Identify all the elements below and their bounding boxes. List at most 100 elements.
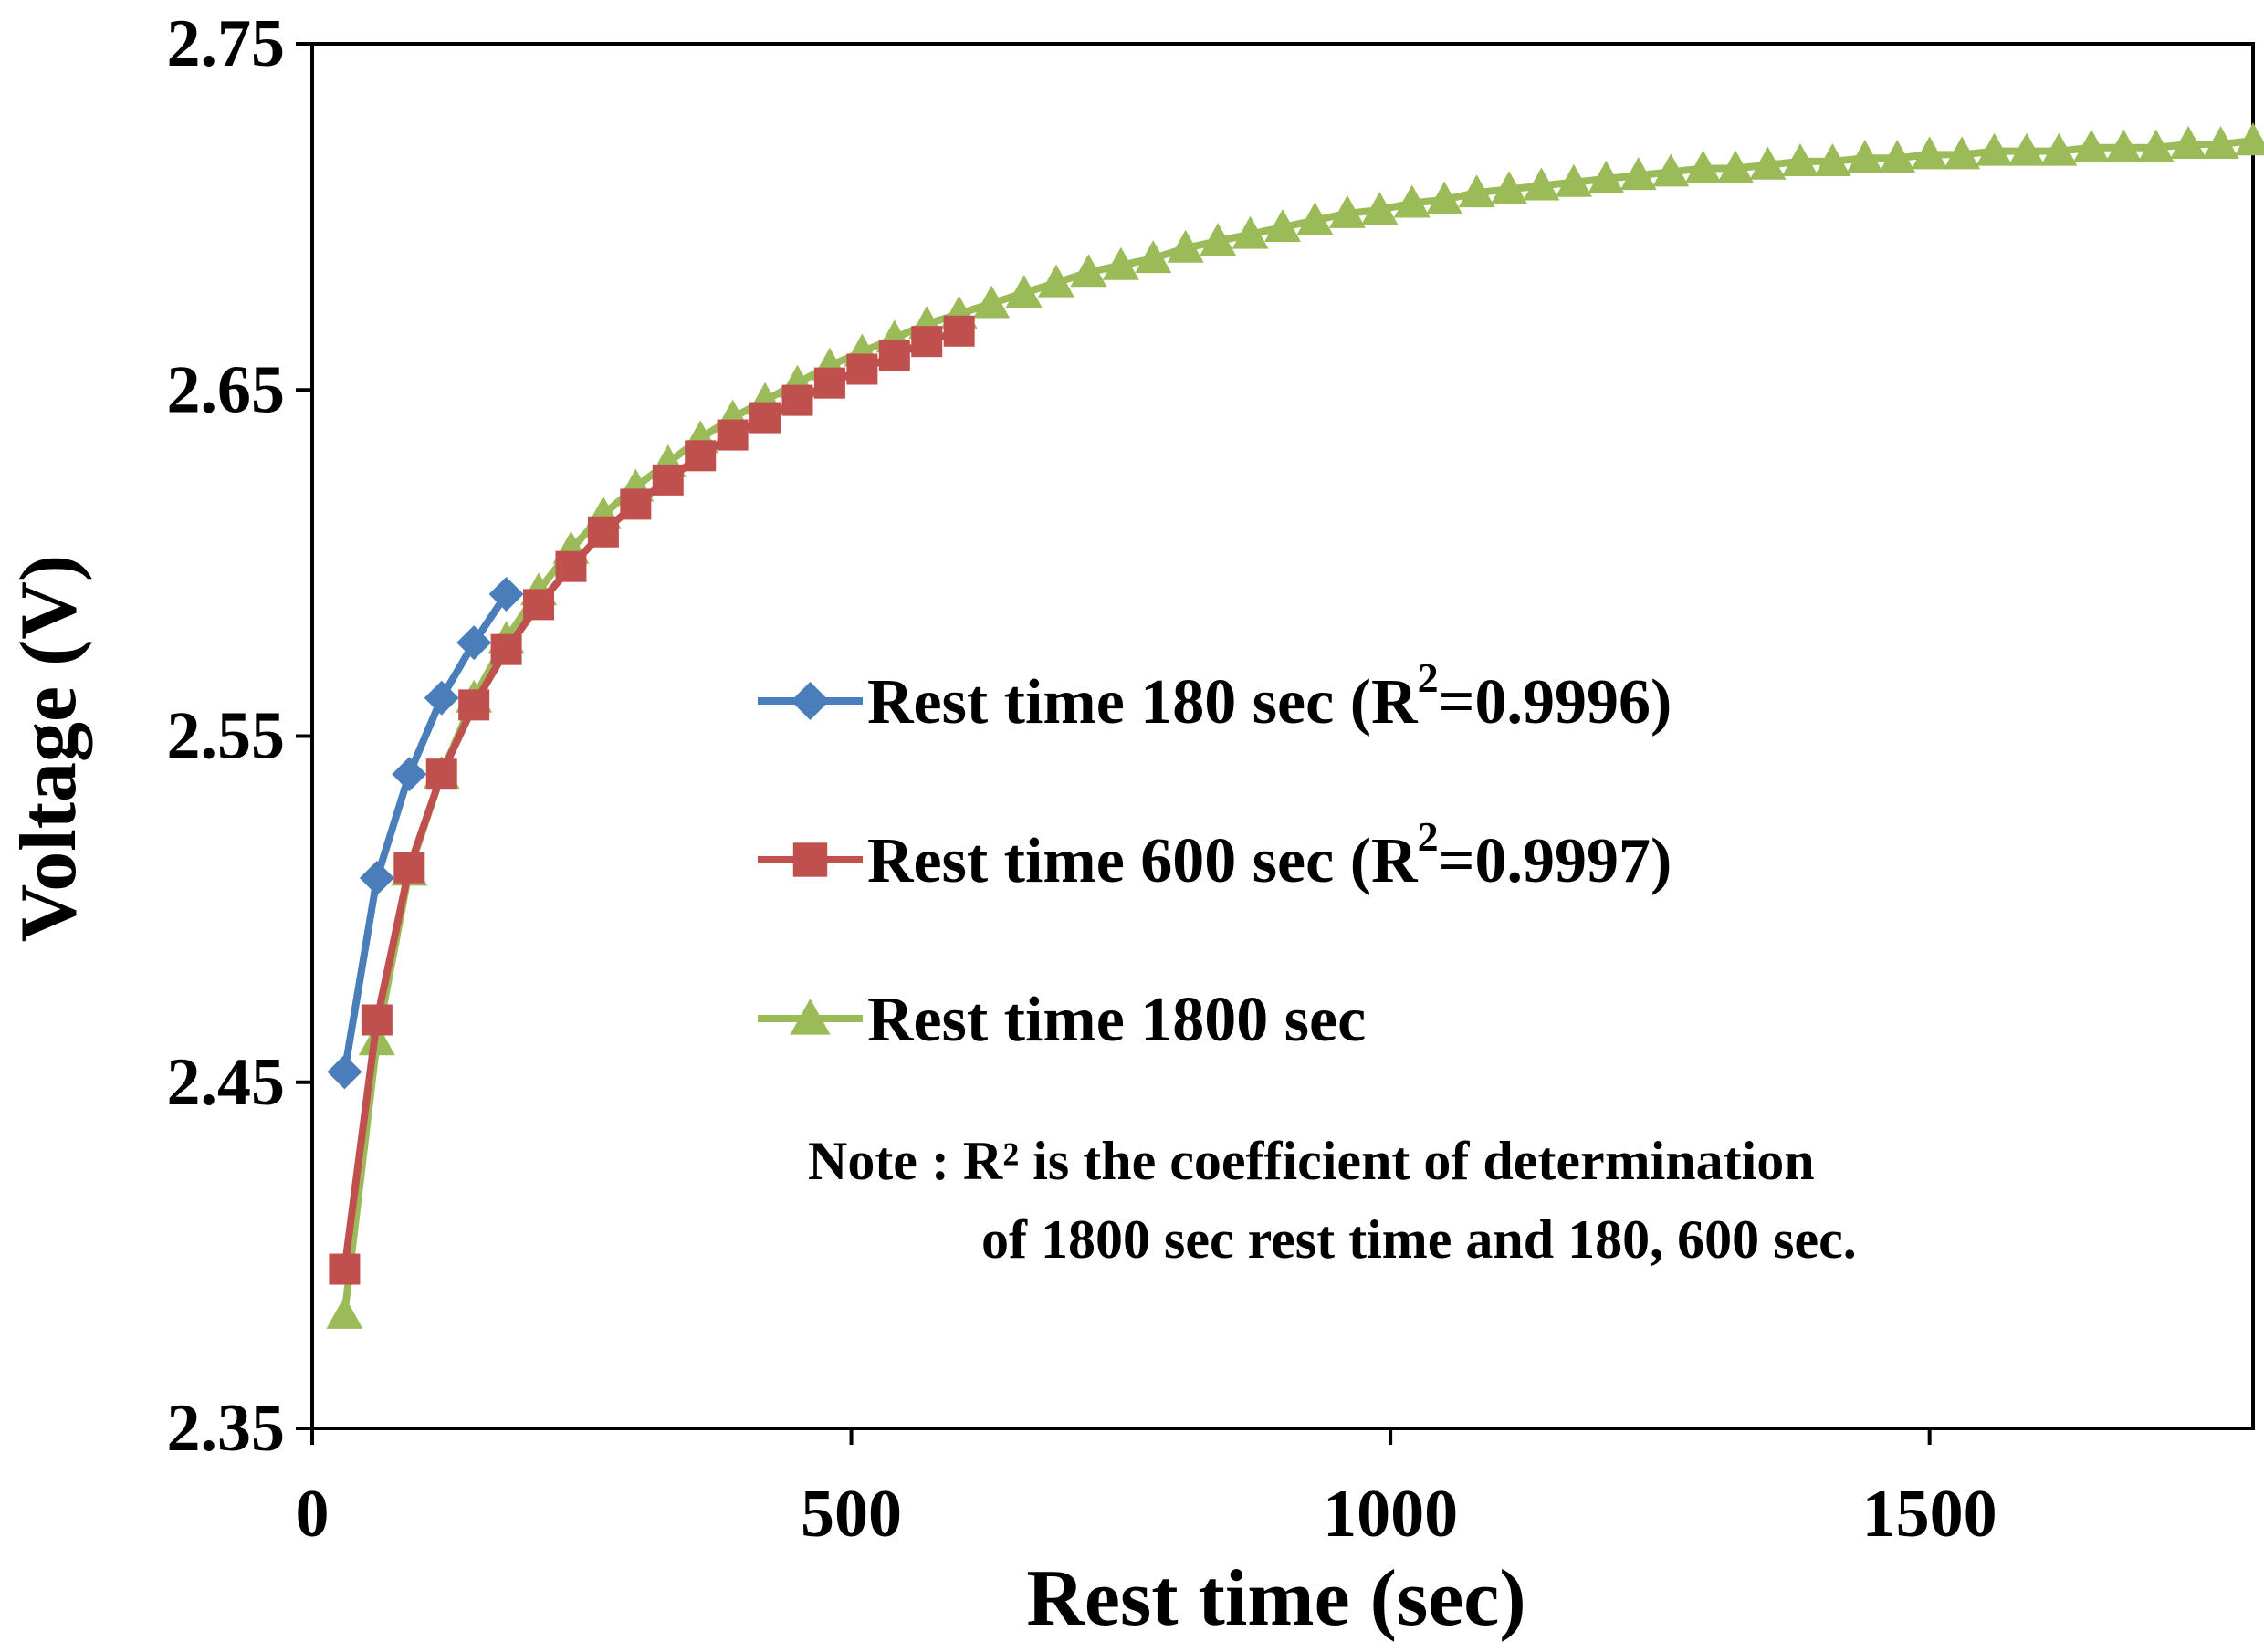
series-layer <box>326 122 2264 1329</box>
data-point <box>1361 192 1399 225</box>
data-point <box>1879 140 1916 173</box>
data-point <box>456 625 492 661</box>
y-axis-title: Voltage (V) <box>5 555 93 942</box>
data-point <box>2170 125 2207 159</box>
legend-label-suffix: =0.9997) <box>1439 826 1672 896</box>
y-tick-label: 2.35 <box>167 1391 286 1466</box>
data-point <box>2072 129 2110 162</box>
note-line-2: of 1800 sec rest time and 180, 600 sec. <box>981 1209 1857 1270</box>
data-point <box>973 285 1011 319</box>
legend-label: Rest time 600 sec (R2=0.9997) <box>867 813 1672 896</box>
data-point <box>652 464 684 496</box>
data-point <box>1167 229 1204 263</box>
legend-label-superscript: 2 <box>1418 654 1439 701</box>
legend-label: Rest time 1800 sec <box>867 985 1366 1055</box>
data-point <box>1523 167 1560 201</box>
y-tick-label: 2.65 <box>167 352 286 427</box>
data-point <box>1200 223 1237 256</box>
data-point <box>1458 174 1495 208</box>
data-point <box>749 402 781 434</box>
data-point <box>425 758 457 790</box>
data-point <box>327 1054 362 1090</box>
data-point <box>329 1253 361 1285</box>
data-point <box>1328 194 1366 228</box>
x-tick-label: 0 <box>296 1477 330 1552</box>
legend-marker <box>791 682 830 720</box>
y-tick-label: 2.45 <box>167 1045 286 1120</box>
axes: 2.35 2.45 2.55 2.65 2.75 0 500 1000 1500 <box>167 6 2255 1552</box>
legend-label-main: Rest time 600 sec (R <box>867 826 1419 896</box>
data-point <box>1393 184 1431 218</box>
data-point <box>781 384 813 416</box>
data-point <box>1619 157 1657 191</box>
x-tick-label: 500 <box>801 1477 902 1552</box>
data-point <box>1296 202 1334 235</box>
note-line-1: Note : R² is the coefficient of determin… <box>808 1131 1815 1191</box>
legend-label-main: Rest time 1800 sec <box>867 985 1366 1055</box>
legend-label-main: Rest time 180 sec (R <box>867 667 1419 737</box>
data-point <box>717 419 749 451</box>
data-point <box>2235 122 2264 156</box>
data-point <box>523 589 555 621</box>
data-point <box>1814 142 1851 176</box>
data-point <box>1264 209 1301 243</box>
x-tick-label: 1500 <box>1862 1477 1997 1552</box>
data-point <box>392 757 427 792</box>
data-point <box>2105 129 2143 162</box>
data-point <box>1911 136 1948 170</box>
data-point <box>326 1295 363 1329</box>
data-point <box>490 633 522 665</box>
data-point <box>458 689 490 721</box>
data-point <box>813 367 845 399</box>
data-point <box>911 326 943 358</box>
legend: Rest time 180 sec (R2=0.9996)Rest time 6… <box>758 654 1672 1055</box>
data-point <box>1684 150 1722 183</box>
data-point <box>1652 153 1690 187</box>
legend-label: Rest time 180 sec (R2=0.9996) <box>867 654 1672 737</box>
data-point <box>1846 140 1883 173</box>
x-axis-title: Rest time (sec) <box>1026 1554 1525 1643</box>
legend-marker <box>790 999 831 1035</box>
data-point <box>1976 132 2013 166</box>
data-point <box>1005 275 1043 308</box>
data-point <box>1070 254 1107 288</box>
data-point <box>1749 146 1787 180</box>
y-tick-label: 2.55 <box>167 699 286 774</box>
data-point <box>685 440 717 472</box>
data-point <box>2202 125 2239 159</box>
data-point <box>424 680 459 716</box>
data-point <box>2007 132 2045 166</box>
data-point <box>620 488 652 520</box>
data-point <box>488 577 524 612</box>
data-point <box>1102 246 1139 280</box>
data-point <box>361 1004 393 1036</box>
x-tick-label: 1000 <box>1323 1477 1458 1552</box>
series-square <box>329 315 975 1285</box>
data-point <box>878 340 910 371</box>
data-point <box>2137 129 2175 162</box>
data-point <box>555 550 587 582</box>
data-point <box>1491 171 1528 204</box>
data-point <box>1717 150 1755 183</box>
data-point <box>1426 181 1463 214</box>
data-point <box>2040 132 2078 166</box>
data-point <box>393 852 425 884</box>
legend-marker <box>792 842 828 877</box>
data-point <box>1588 160 1625 193</box>
legend-entry: Rest time 600 sec (R2=0.9997) <box>758 813 1672 896</box>
data-point <box>1135 240 1172 274</box>
data-point <box>1944 136 1981 170</box>
data-point <box>1781 142 1819 176</box>
legend-label-superscript: 2 <box>1418 813 1439 860</box>
legend-entry: Rest time 1800 sec <box>758 985 1366 1055</box>
series-diamond <box>327 577 524 1090</box>
data-point <box>943 315 975 347</box>
y-tick-label: 2.75 <box>167 6 286 81</box>
data-point <box>359 860 394 895</box>
legend-label-suffix: =0.9996) <box>1439 667 1672 737</box>
legend-entry: Rest time 180 sec (R2=0.9996) <box>758 654 1672 737</box>
data-point <box>1555 163 1592 197</box>
data-point <box>1037 264 1074 298</box>
data-point <box>1232 215 1269 249</box>
